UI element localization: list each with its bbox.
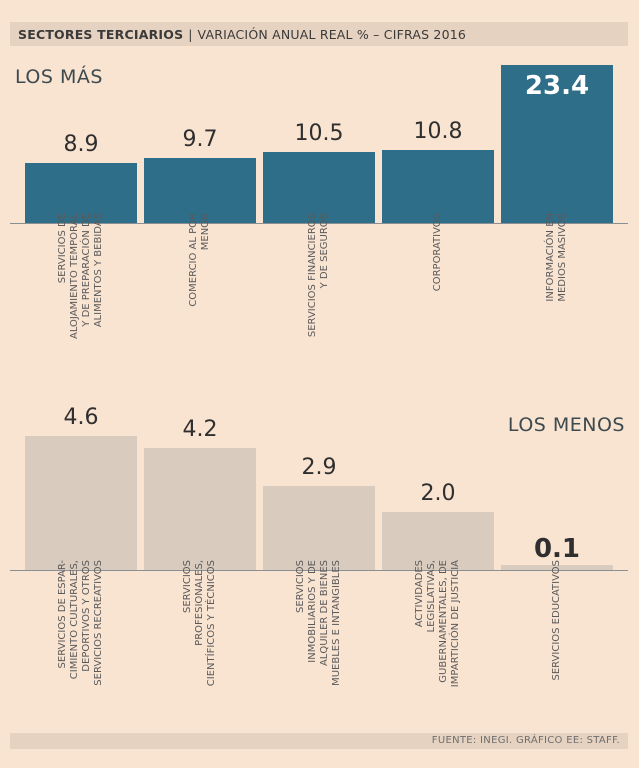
bottom-value-label-1: 4.6 (63, 405, 99, 430)
top-value-label-4: 10.8 (413, 119, 463, 145)
top-bar-2 (144, 157, 256, 223)
title-separator: | (188, 26, 193, 42)
top-category-label-1: SERVICIOS DE ALOJAMIENTO TEMPORAL Y DE PRE… (57, 213, 104, 339)
source-note: FUENTE: INEGI. GRÁFICO EE: STAFF. (431, 735, 620, 746)
bottom-section-label: LOS MENOS (507, 414, 625, 436)
top-category-label-5: INFORMACIÓN EN MEDIOS MASIVOS (545, 213, 568, 302)
top-bar-5 (501, 65, 613, 223)
bottom-category-label-1: SERVICIOS DE ESPAR- CIMIENTO CULTURALES, D… (57, 560, 104, 686)
top-section-label: LOS MÁS (15, 66, 103, 88)
bottom-category-label-2: SERVICIOS PROFESIONALES, CIENTÍFICOS Y TÉC… (182, 560, 217, 687)
bottom-bar-2 (144, 447, 256, 570)
bottom-category-label-4: ACTIVIDADES LEGISLATIVAS, GUBERNAMENTALES,… (414, 560, 461, 688)
chart-subtitle: VARIACIÓN ANUAL REAL % – CIFRAS 2016 (197, 26, 467, 42)
bottom-bar-3 (263, 485, 375, 570)
chart-title: SECTORES TERCIARIOS (18, 26, 184, 42)
top-value-label-2: 9.7 (182, 126, 218, 152)
header-band: SECTORES TERCIARIOS | VARIACIÓN ANUAL RE… (10, 22, 628, 46)
top-bar-3 (263, 152, 375, 223)
top-bar-4 (382, 150, 494, 223)
top-bar-1 (25, 162, 137, 223)
top-chart-baseline (10, 223, 628, 224)
top-category-label-2: COMERCIO AL POR MENOR (188, 213, 211, 307)
bottom-category-label-3: SERVICIOS INMOBILIARIOS Y DE ALQUILER DE B… (295, 560, 342, 686)
top-value-label-1: 8.9 (63, 131, 99, 157)
bottom-bar-1 (25, 436, 137, 570)
top-category-label-3: SERVICIOS FINANCIEROS Y DE SEGUROS (307, 213, 330, 338)
top-value-label-3: 10.5 (294, 121, 344, 147)
bottom-value-label-2: 4.2 (182, 416, 218, 442)
top-category-label-4: CORPORATIVOS (432, 213, 443, 292)
bottom-value-label-4: 2.0 (420, 480, 456, 506)
bottom-category-label-5: SERVICIOS EDUCATIVOS (551, 560, 562, 681)
bottom-bar-4 (382, 511, 494, 570)
bottom-value-label-3: 2.9 (301, 454, 337, 480)
footer-band: FUENTE: INEGI. GRÁFICO EE: STAFF. (10, 733, 628, 749)
bottom-value-label-5: 0.1 (533, 534, 581, 564)
bottom-chart-baseline (10, 570, 628, 571)
top-value-label-5: 23.4 (524, 71, 590, 101)
bottom-bar-5 (501, 565, 613, 570)
